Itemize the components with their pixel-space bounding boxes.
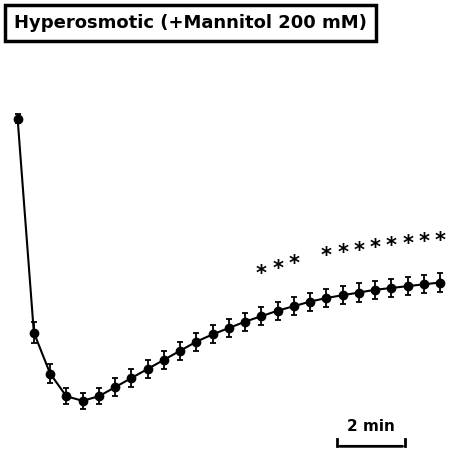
Text: 2 min: 2 min	[347, 419, 395, 435]
Text: *: *	[288, 255, 300, 274]
Text: *: *	[419, 232, 429, 253]
Text: *: *	[386, 236, 397, 256]
Text: *: *	[370, 238, 381, 258]
Text: *: *	[354, 241, 365, 261]
Text: *: *	[272, 259, 283, 279]
Text: *: *	[321, 246, 332, 266]
Text: Hyperosmotic (+Mannitol 200 mM): Hyperosmotic (+Mannitol 200 mM)	[14, 14, 367, 32]
Text: *: *	[256, 264, 267, 284]
Text: *: *	[337, 243, 348, 264]
Text: *: *	[402, 234, 413, 254]
Text: *: *	[435, 231, 446, 251]
